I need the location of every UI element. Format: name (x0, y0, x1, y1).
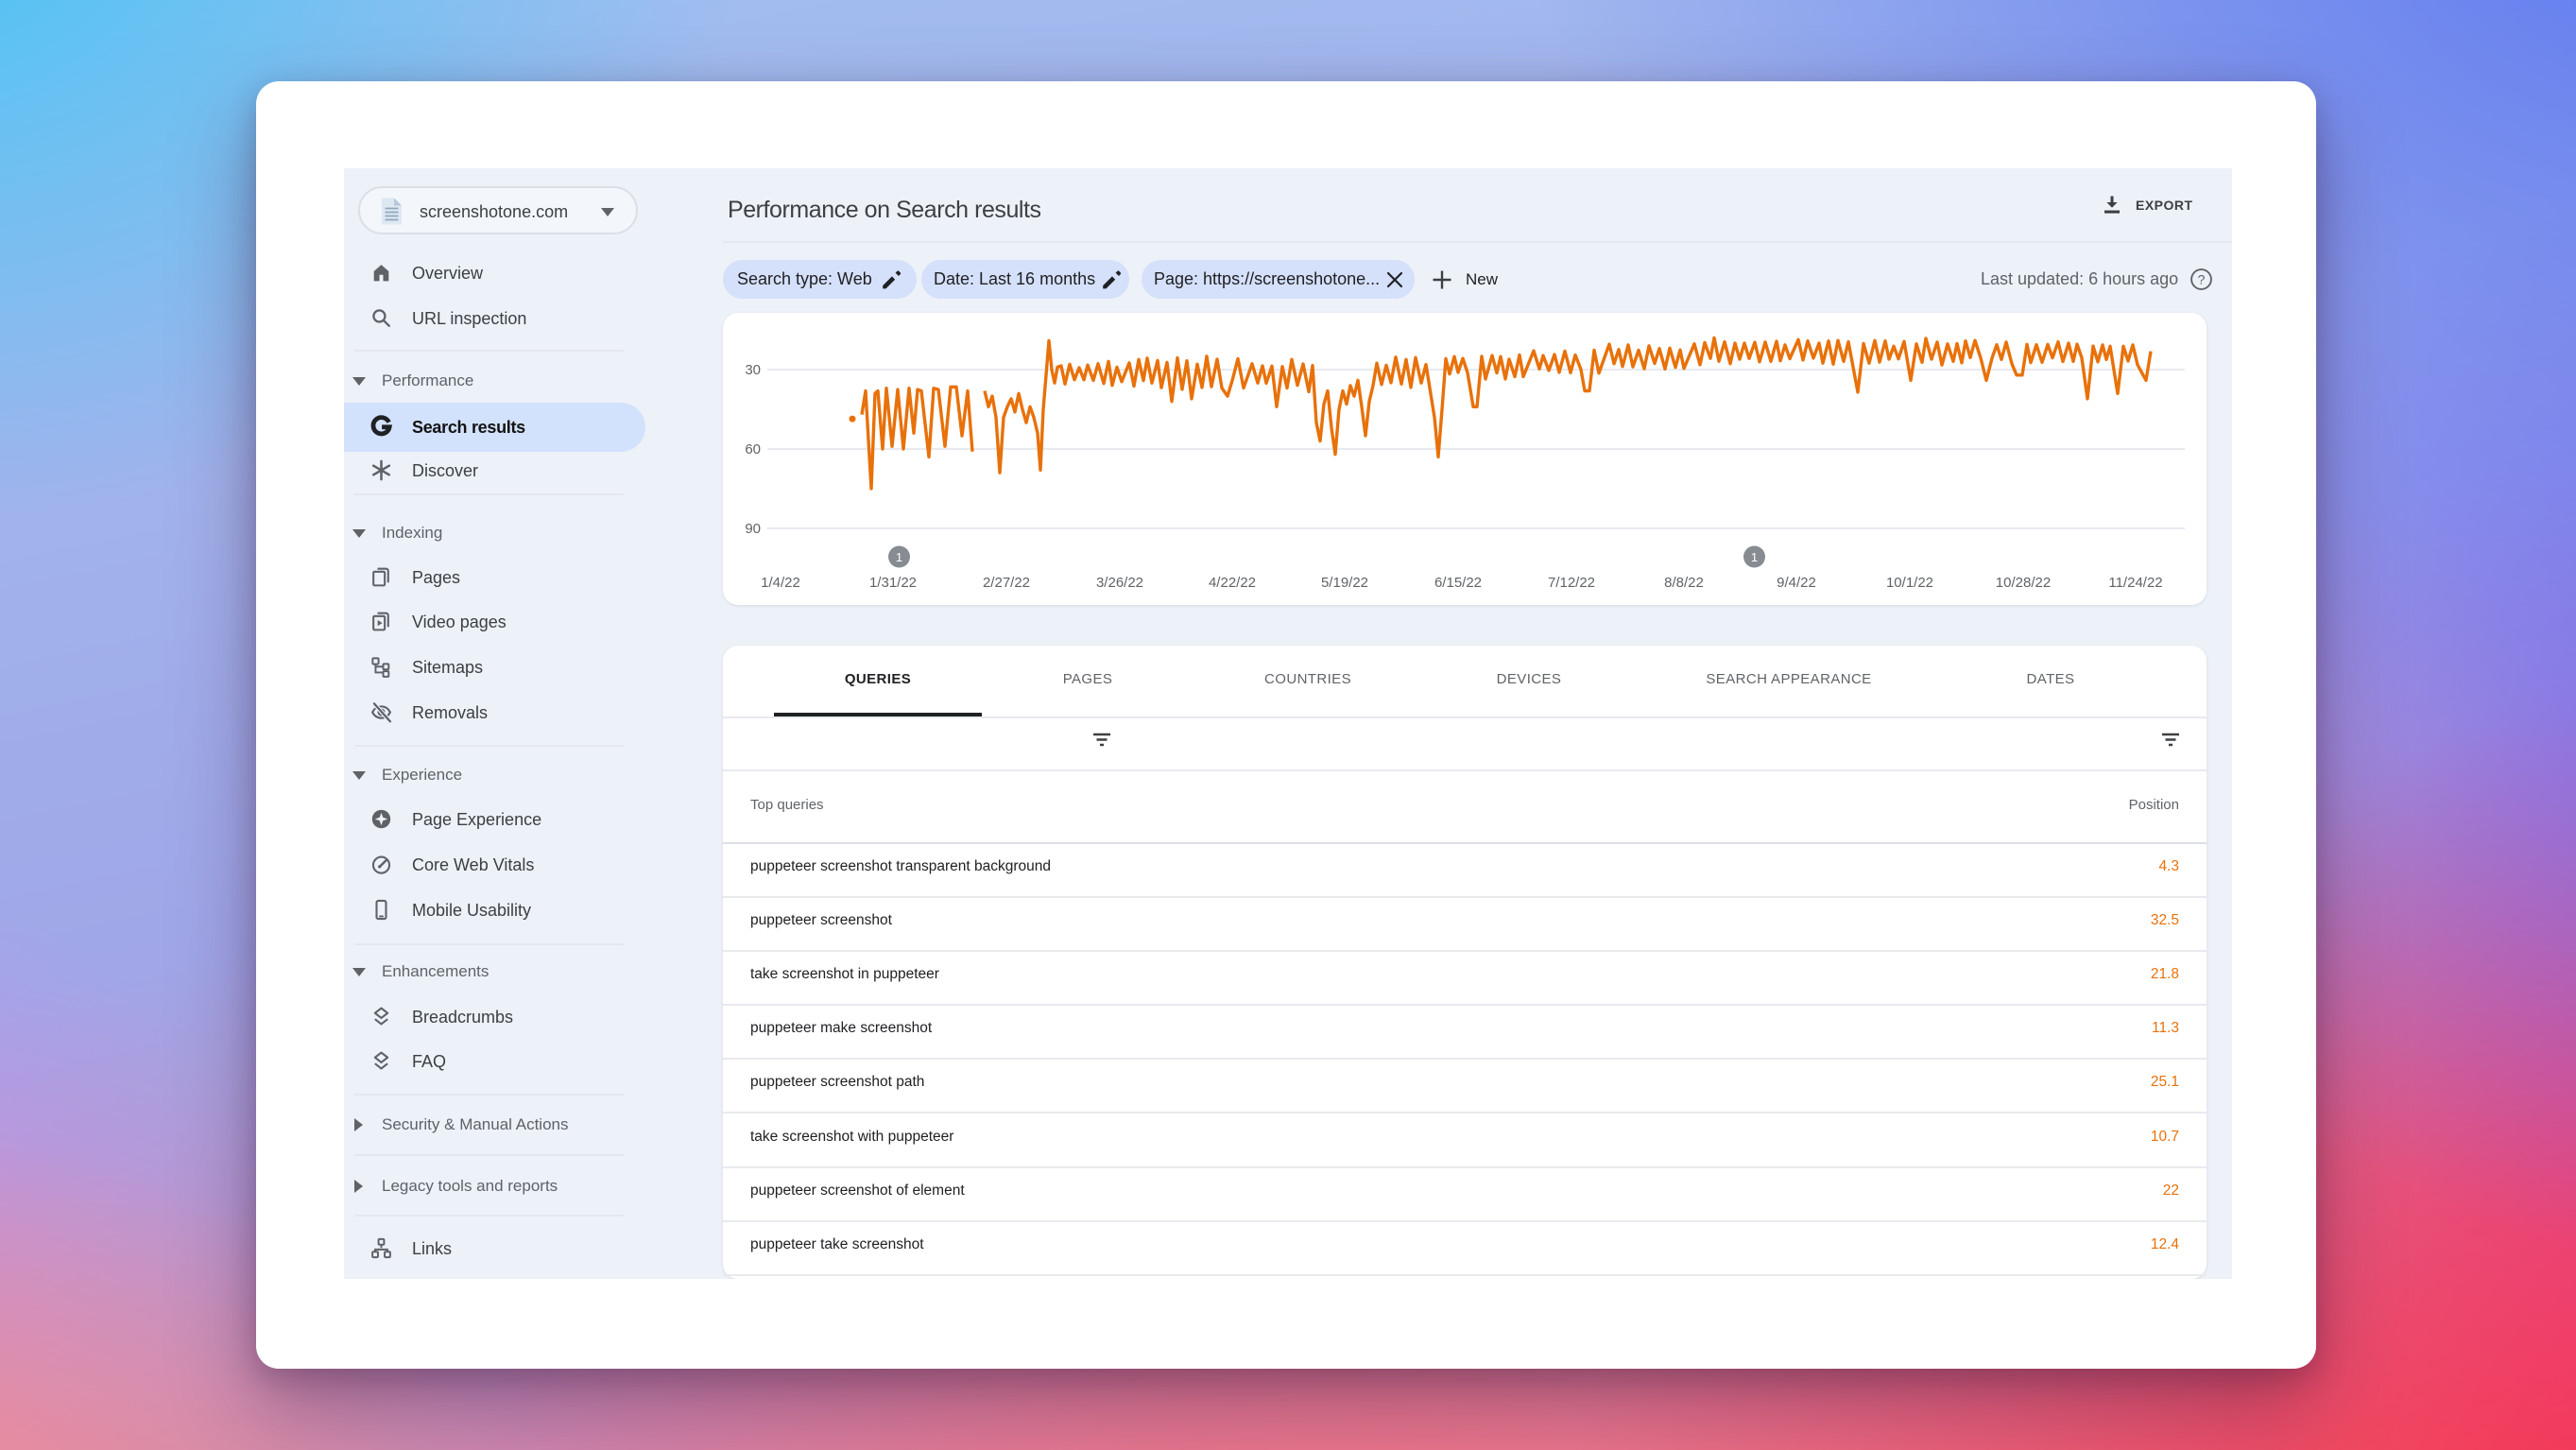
svg-text:10/28/22: 10/28/22 (1996, 575, 2051, 591)
svg-text:7/12/22: 7/12/22 (1548, 575, 1595, 591)
svg-text:8/8/22: 8/8/22 (1664, 575, 1704, 591)
svg-text:?: ? (2198, 272, 2206, 287)
svg-text:3/26/22: 3/26/22 (1096, 575, 1143, 591)
svg-text:90: 90 (745, 521, 761, 537)
svg-text:30: 30 (745, 362, 761, 378)
svg-text:1/31/22: 1/31/22 (869, 575, 917, 591)
svg-text:9/4/22: 9/4/22 (1777, 575, 1816, 591)
svg-text:1: 1 (1751, 550, 1758, 564)
svg-text:1: 1 (896, 550, 902, 564)
svg-text:1/4/22: 1/4/22 (761, 575, 800, 591)
svg-text:60: 60 (745, 441, 761, 457)
svg-text:4/22/22: 4/22/22 (1209, 575, 1256, 591)
svg-text:5/19/22: 5/19/22 (1321, 575, 1368, 591)
svg-text:11/24/22: 11/24/22 (2108, 575, 2162, 591)
svg-text:6/15/22: 6/15/22 (1434, 575, 1482, 591)
svg-text:2/27/22: 2/27/22 (983, 575, 1030, 591)
svg-text:10/1/22: 10/1/22 (1886, 575, 1933, 591)
